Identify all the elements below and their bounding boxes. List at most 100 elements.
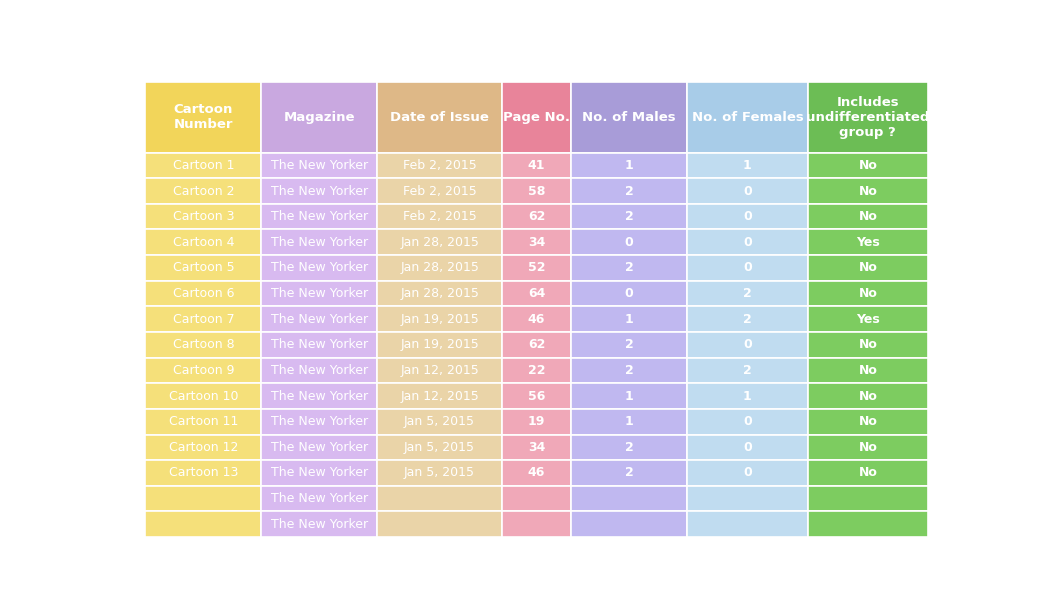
Text: Cartoon 13: Cartoon 13 [169,466,238,479]
Text: Feb 2, 2015: Feb 2, 2015 [403,210,476,223]
Text: Cartoon 3: Cartoon 3 [173,210,235,223]
Bar [808,306,928,332]
Bar [571,229,687,255]
Bar [146,204,262,229]
Text: 2: 2 [624,261,633,275]
Text: No: No [859,441,877,454]
Bar [146,306,262,332]
Text: 1: 1 [624,415,633,428]
Bar [146,153,262,178]
Bar [571,332,687,357]
Text: 1: 1 [743,159,752,172]
Bar [377,306,503,332]
Text: 1: 1 [624,159,633,172]
Bar [503,409,571,435]
Bar [571,255,687,281]
Bar [146,82,262,153]
Bar [687,409,808,435]
Text: No: No [859,159,877,172]
Bar [146,281,262,306]
Text: 2: 2 [624,210,633,223]
Text: The New Yorker: The New Yorker [270,210,367,223]
Text: 62: 62 [528,210,545,223]
Text: 2: 2 [624,441,633,454]
Bar [503,435,571,460]
Bar [377,281,503,306]
Text: Cartoon 1: Cartoon 1 [173,159,235,172]
Text: No: No [859,415,877,428]
Text: Cartoon 9: Cartoon 9 [173,364,235,377]
Text: 0: 0 [743,441,752,454]
Bar [503,229,571,255]
Text: The New Yorker: The New Yorker [270,518,367,531]
Bar [146,460,262,486]
Text: Jan 5, 2015: Jan 5, 2015 [404,415,475,428]
Bar [377,255,503,281]
Text: 2: 2 [624,364,633,377]
Text: No: No [859,390,877,403]
Bar [503,383,571,409]
Text: 0: 0 [743,415,752,428]
Bar [262,357,377,383]
Text: Cartoon 5: Cartoon 5 [173,261,235,275]
Bar [503,204,571,229]
Bar [687,435,808,460]
Bar [503,486,571,511]
Bar [146,435,262,460]
Bar [808,82,928,153]
Text: Jan 28, 2015: Jan 28, 2015 [400,236,480,249]
Bar [571,486,687,511]
Bar [571,511,687,537]
Bar [377,229,503,255]
Text: The New Yorker: The New Yorker [270,236,367,249]
Bar [808,255,928,281]
Bar [262,383,377,409]
Bar [687,357,808,383]
Bar [687,178,808,204]
Text: Cartoon 6: Cartoon 6 [173,287,235,300]
Text: Includes
undifferentiated
group ?: Includes undifferentiated group ? [806,96,930,139]
Bar [262,281,377,306]
Text: The New Yorker: The New Yorker [270,390,367,403]
Text: No: No [859,287,877,300]
Text: No. of Females: No. of Females [691,111,803,124]
Text: Jan 5, 2015: Jan 5, 2015 [404,466,475,479]
Text: 2: 2 [624,338,633,351]
Bar [571,153,687,178]
Bar [687,281,808,306]
Text: Yes: Yes [856,313,879,326]
Bar [262,229,377,255]
Text: 0: 0 [624,236,633,249]
Bar [808,178,928,204]
Bar [146,178,262,204]
Bar [262,486,377,511]
Text: The New Yorker: The New Yorker [270,159,367,172]
Bar [571,357,687,383]
Bar [687,82,808,153]
Bar [262,178,377,204]
Text: The New Yorker: The New Yorker [270,415,367,428]
Bar [377,383,503,409]
Text: The New Yorker: The New Yorker [270,313,367,326]
Bar [146,357,262,383]
Text: No. of Males: No. of Males [582,111,675,124]
Text: Cartoon 7: Cartoon 7 [173,313,235,326]
Bar [571,204,687,229]
Bar [808,383,928,409]
Text: Cartoon 11: Cartoon 11 [169,415,238,428]
Text: Date of Issue: Date of Issue [391,111,489,124]
Text: The New Yorker: The New Yorker [270,185,367,197]
Bar [377,486,503,511]
Bar [262,332,377,357]
Bar [808,460,928,486]
Text: 22: 22 [528,364,545,377]
Bar [808,409,928,435]
Text: The New Yorker: The New Yorker [270,441,367,454]
Bar [146,229,262,255]
Bar [262,409,377,435]
Bar [571,281,687,306]
Bar [377,409,503,435]
Text: Yes: Yes [856,236,879,249]
Bar [808,332,928,357]
Bar [808,281,928,306]
